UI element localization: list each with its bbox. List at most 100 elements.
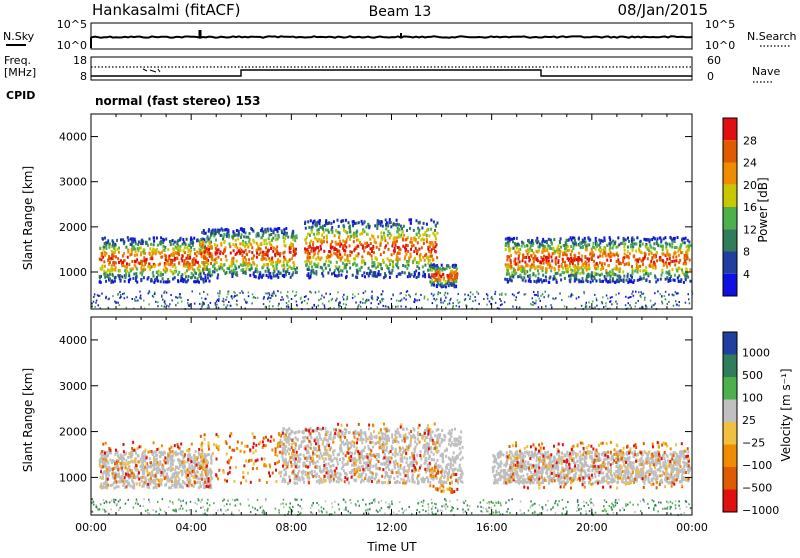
power-cell <box>400 292 402 294</box>
freq-label-2: [MHz] <box>4 66 36 79</box>
power-cell <box>198 275 200 278</box>
power-cell <box>518 255 520 258</box>
power-cell <box>105 247 107 250</box>
power-cell <box>245 258 247 261</box>
power-cell <box>639 244 641 247</box>
power-cell <box>343 298 345 300</box>
power-cell <box>624 249 626 252</box>
power-cell <box>269 241 271 244</box>
power-cell <box>115 266 117 269</box>
power-cell <box>181 273 183 276</box>
power-cell <box>357 239 359 242</box>
power-cell <box>389 276 391 279</box>
power-cell <box>534 255 536 258</box>
power-cell <box>385 305 387 307</box>
power-cell <box>423 242 425 245</box>
power-cell <box>685 278 687 281</box>
power-cell <box>294 235 296 238</box>
power-cell <box>98 304 100 306</box>
power-cell <box>666 252 668 255</box>
power-cell <box>566 254 568 257</box>
power-cell <box>207 277 209 280</box>
power-cell <box>294 239 296 242</box>
power-cell <box>668 279 670 282</box>
power-cell <box>609 256 611 259</box>
power-cell <box>338 271 340 274</box>
power-cell <box>597 273 599 276</box>
power-cell <box>456 267 458 270</box>
power-cell <box>215 253 217 256</box>
power-cell <box>391 253 393 256</box>
power-cell <box>130 238 132 241</box>
power-cell <box>203 291 205 293</box>
power-cell <box>290 242 292 245</box>
power-cell <box>107 269 109 272</box>
power-cell <box>140 279 142 282</box>
power-cell <box>515 299 517 301</box>
power-cell <box>330 222 332 225</box>
power-cell <box>109 298 111 300</box>
power-cell <box>564 247 566 250</box>
power-cell <box>445 285 447 288</box>
power-cell <box>419 222 421 225</box>
power-cell <box>609 278 611 281</box>
power-cell <box>388 306 390 308</box>
power-cell <box>447 274 449 277</box>
power-cell <box>392 260 394 263</box>
power-cell <box>533 272 535 275</box>
power-cell <box>240 263 242 266</box>
power-cell <box>659 258 661 261</box>
power-cell <box>152 271 154 274</box>
power-cell <box>392 263 394 266</box>
power-cell <box>631 273 633 276</box>
power-cell <box>542 258 544 261</box>
power-cell <box>594 264 596 267</box>
power-cell <box>322 240 324 243</box>
power-cell <box>370 242 372 245</box>
power-cell <box>476 291 478 293</box>
ground-scatter-cell <box>445 455 447 458</box>
power-cell <box>273 267 275 270</box>
power-cell <box>141 260 143 263</box>
power-cell <box>436 256 438 259</box>
power-cell <box>131 260 133 263</box>
power-cell <box>307 302 309 304</box>
ground-scatter-cell <box>142 456 144 459</box>
power-cell <box>456 305 458 307</box>
power-cell <box>162 273 164 276</box>
power-cell <box>278 235 280 238</box>
ground-scatter-cell <box>171 460 173 463</box>
power-cell <box>362 231 364 234</box>
power-cell <box>617 268 619 271</box>
power-cell <box>363 271 365 274</box>
power-cell <box>216 244 218 247</box>
power-cell <box>310 250 312 253</box>
power-cbar-tick-label: 8 <box>743 246 750 259</box>
ground-scatter-cell <box>191 456 193 459</box>
power-cell <box>307 233 309 236</box>
power-cell <box>515 263 517 266</box>
power-cell <box>594 294 596 296</box>
power-cell <box>366 245 368 248</box>
power-cell <box>166 268 168 271</box>
power-cell <box>532 244 534 247</box>
power-cell <box>174 276 176 279</box>
power-cell <box>267 270 269 273</box>
power-cell <box>685 302 687 304</box>
power-cell <box>246 267 248 270</box>
power-cell <box>339 240 341 243</box>
power-cell <box>321 267 323 270</box>
power-cell <box>674 263 676 266</box>
power-cell <box>226 259 228 262</box>
power-echoes <box>91 218 693 310</box>
power-colorbar-label: Power [dB] <box>756 177 770 242</box>
power-cell <box>251 302 253 304</box>
ground-scatter-cell <box>162 453 164 456</box>
power-cell <box>605 305 607 307</box>
power-cell <box>102 237 104 240</box>
power-cell <box>263 230 265 233</box>
power-cell <box>260 251 262 254</box>
power-cell <box>435 273 437 276</box>
ground-scatter-cell <box>414 481 416 484</box>
